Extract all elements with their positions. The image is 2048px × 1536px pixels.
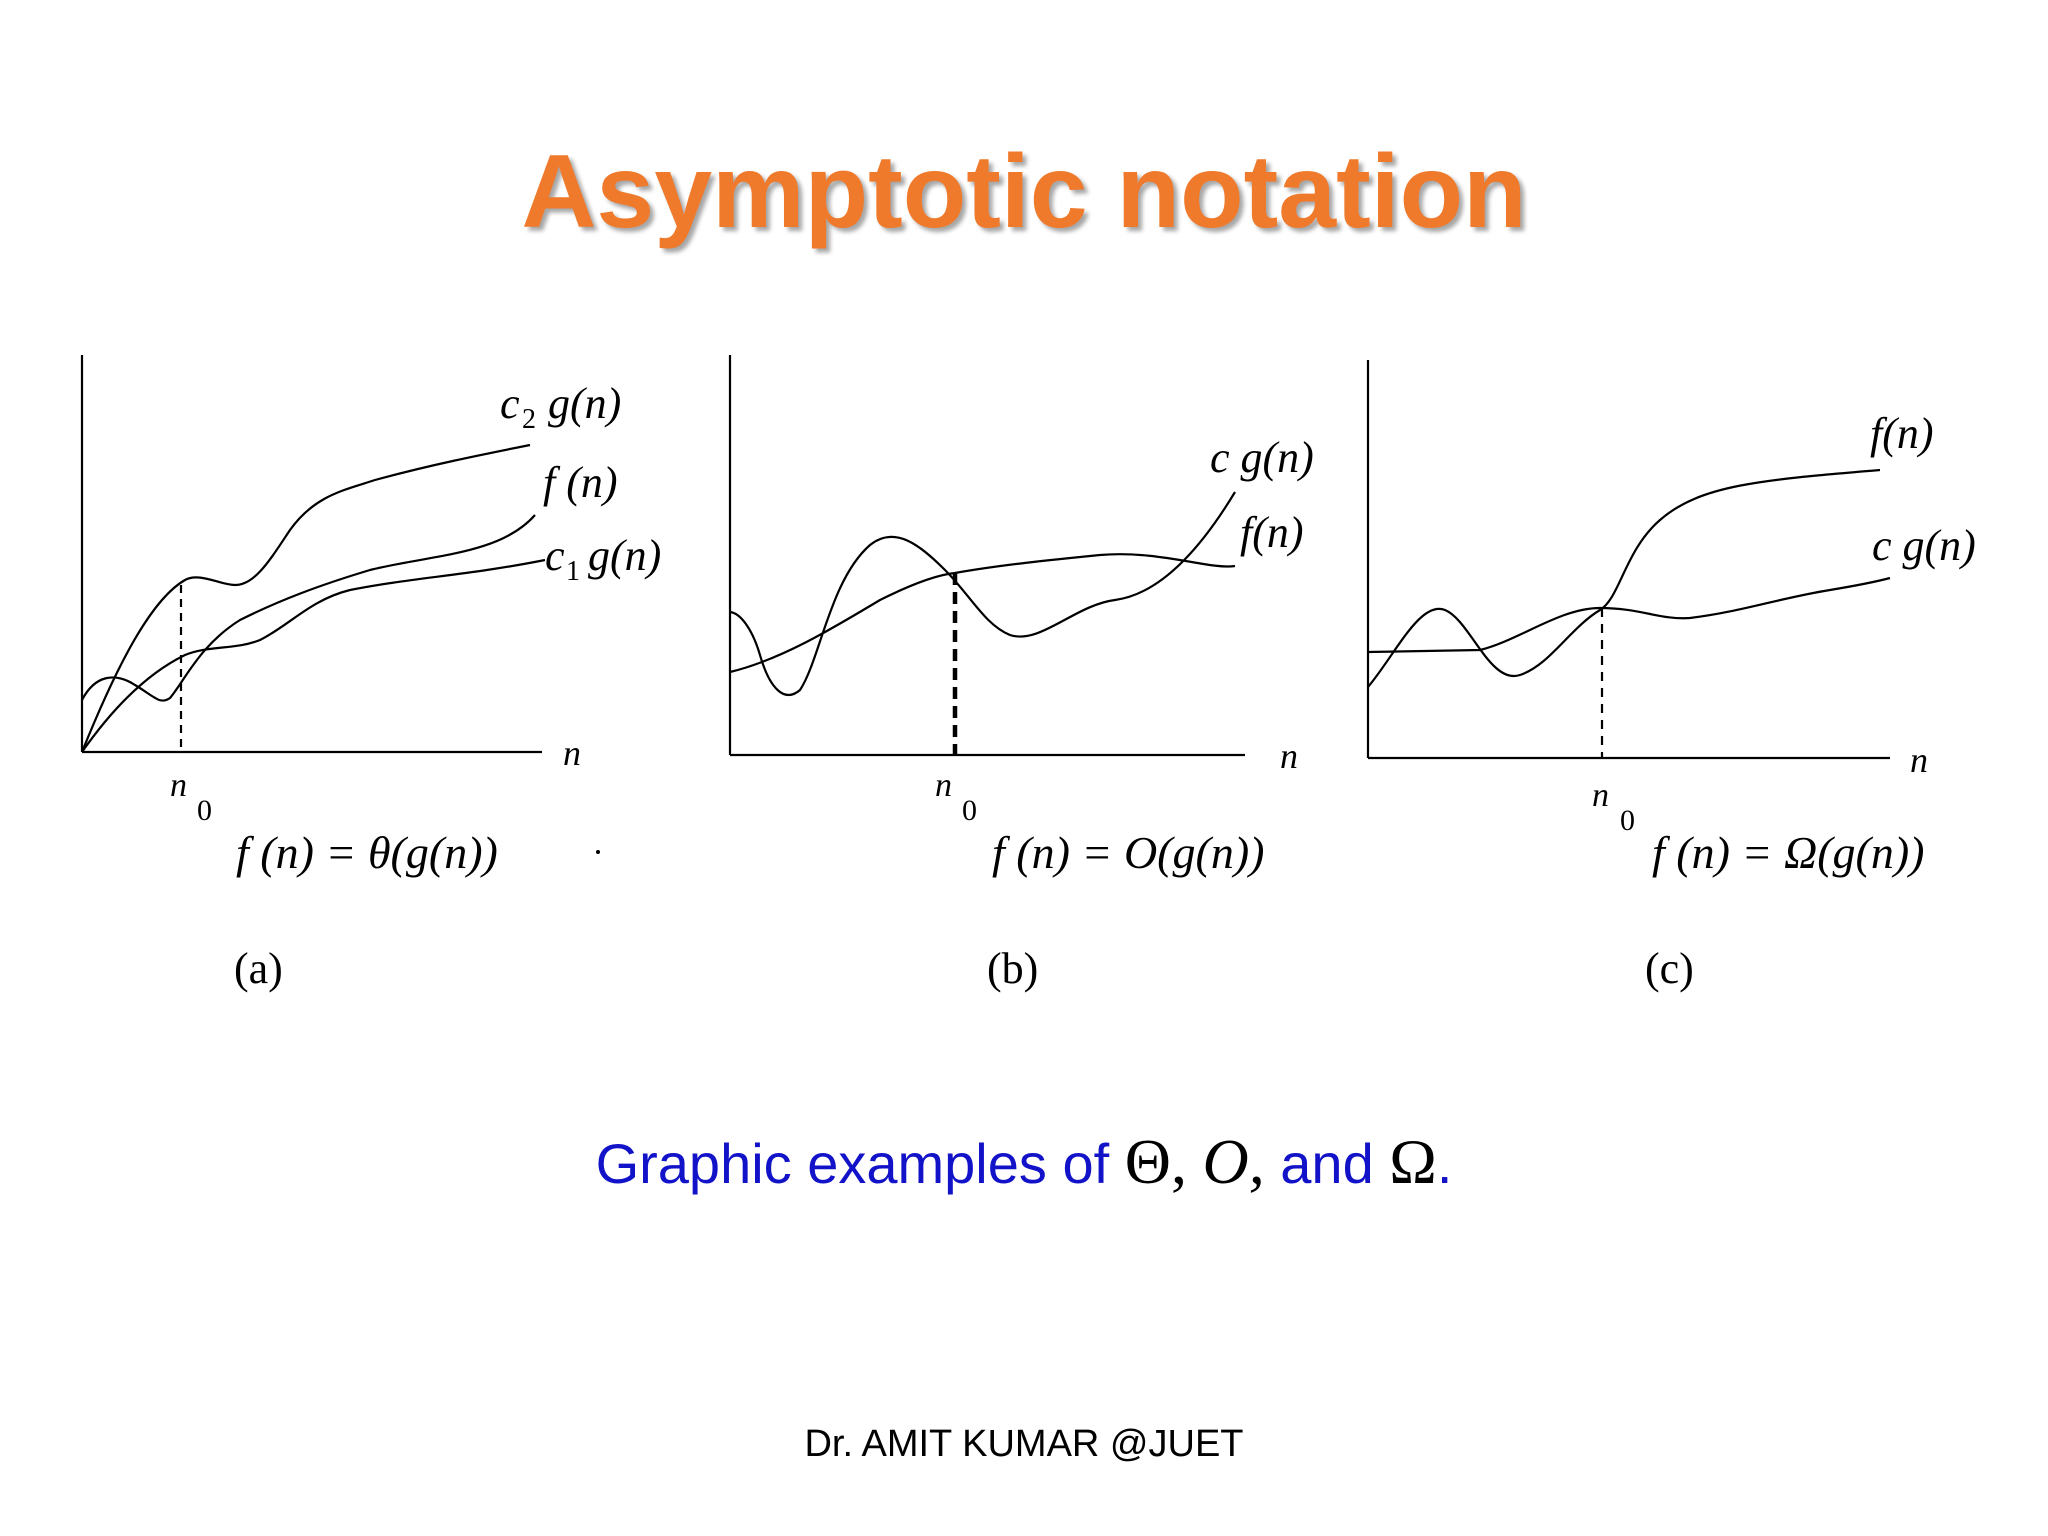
panel-b-n0-sub: 0 [962, 794, 977, 827]
stray-dot [596, 850, 600, 854]
panel-a-upper-label-c: c [500, 379, 520, 428]
panel-b-n0-label: n [935, 767, 952, 804]
figure-caption: Graphic examples of Θ, O, and Ω. [0, 1130, 2048, 1194]
panel-c-axis-label: n [1910, 740, 1928, 780]
panel-b-cg-curve [729, 491, 1236, 696]
caption-big-o: O, [1202, 1126, 1265, 1197]
caption-prefix: Graphic examples of [595, 1132, 1110, 1195]
panel-b-axis-label: n [1280, 736, 1298, 776]
panel-b-upper-label: c g(n) [1210, 433, 1314, 482]
panel-a-upper-curve [80, 443, 531, 753]
panel-c-formula: f (n) = Ω(g(n)) [1652, 827, 1925, 878]
slide-title: Asymptotic notation [521, 134, 1527, 250]
panel-c-cg-curve [1367, 576, 1891, 654]
panel-c [1366, 360, 1891, 760]
panel-b [728, 355, 1245, 757]
panel-a [80, 355, 546, 754]
panel-a-middle-label: f (n) [543, 458, 618, 507]
panel-c-lower-label: c g(n) [1872, 521, 1976, 570]
panel-a-lower-label-fn: g(n) [588, 531, 661, 580]
panel-a-n0-sub: 0 [197, 794, 212, 827]
panel-b-f-curve [729, 553, 1236, 674]
panel-a-lower-label-sub: 1 [566, 556, 580, 587]
panel-a-axis-label: n [563, 733, 581, 773]
panel-b-caption: (b) [987, 944, 1038, 993]
panel-c-caption: (c) [1645, 944, 1694, 993]
panel-c-upper-label: f(n) [1870, 409, 1934, 458]
panel-b-lower-label: f(n) [1240, 508, 1304, 557]
panel-a-n0-label: n [170, 767, 187, 804]
panel-c-n0-sub: 0 [1620, 804, 1635, 837]
panel-a-upper-label-fn: g(n) [548, 379, 621, 428]
panel-a-caption: (a) [234, 944, 283, 993]
panel-a-formula: f (n) = θ(g(n)) [236, 827, 498, 878]
panel-c-n0-label: n [1592, 777, 1609, 814]
panel-a-f-curve [81, 514, 536, 702]
caption-period: . [1436, 1132, 1453, 1195]
slide-footer: Dr. AMIT KUMAR @JUET [804, 1423, 1244, 1465]
panel-a-lower-label-c: c [545, 531, 565, 580]
panel-a-lower-curve [81, 558, 546, 753]
caption-and: and [1280, 1132, 1374, 1195]
panel-a-upper-label-sub: 2 [522, 404, 536, 435]
caption-omega: Ω [1389, 1126, 1437, 1197]
panel-c-f-curve [1367, 468, 1881, 688]
panel-b-formula: f (n) = O(g(n)) [992, 827, 1264, 878]
caption-theta: Θ, [1124, 1126, 1187, 1197]
